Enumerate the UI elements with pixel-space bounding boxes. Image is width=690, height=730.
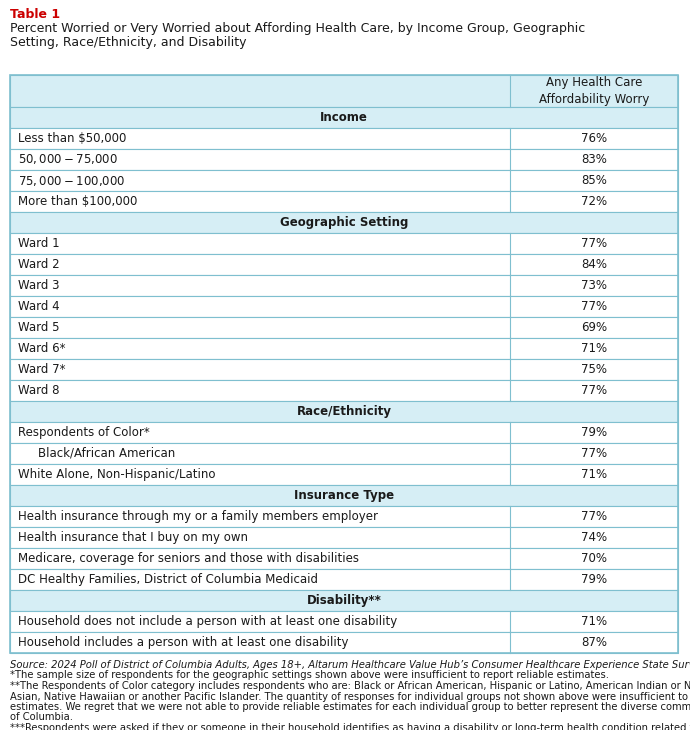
Text: 74%: 74%: [581, 531, 607, 544]
Bar: [10, 107, 678, 128]
Text: 71%: 71%: [581, 342, 607, 355]
Text: Ward 1: Ward 1: [18, 237, 59, 250]
Text: Health insurance that I buy on my own: Health insurance that I buy on my own: [18, 531, 248, 544]
Bar: [10, 632, 678, 653]
Text: Income: Income: [320, 111, 368, 124]
Bar: [10, 422, 678, 443]
Text: Black/African American: Black/African American: [38, 447, 175, 460]
Bar: [10, 75, 678, 653]
Text: 77%: 77%: [581, 300, 607, 313]
Bar: [10, 212, 678, 233]
Text: 79%: 79%: [581, 573, 607, 586]
Text: 70%: 70%: [581, 552, 607, 565]
Text: 76%: 76%: [581, 132, 607, 145]
Bar: [10, 191, 678, 212]
Bar: [10, 317, 678, 338]
Text: 84%: 84%: [581, 258, 607, 271]
Text: 71%: 71%: [581, 468, 607, 481]
Bar: [10, 548, 678, 569]
Bar: [10, 170, 678, 191]
Text: Respondents of Color*: Respondents of Color*: [18, 426, 150, 439]
Text: **The Respondents of Color category includes respondents who are: Black or Afric: **The Respondents of Color category incl…: [10, 681, 690, 691]
Text: 79%: 79%: [581, 426, 607, 439]
Bar: [10, 401, 678, 422]
Text: Less than $50,000: Less than $50,000: [18, 132, 126, 145]
Text: More than $100,000: More than $100,000: [18, 195, 137, 208]
Text: Ward 8: Ward 8: [18, 384, 59, 397]
Text: Setting, Race/Ethnicity, and Disability: Setting, Race/Ethnicity, and Disability: [10, 36, 246, 49]
Bar: [10, 611, 678, 632]
Bar: [10, 443, 678, 464]
Text: $50,000 - $75,000: $50,000 - $75,000: [18, 153, 118, 166]
Text: Ward 7*: Ward 7*: [18, 363, 66, 376]
Text: 77%: 77%: [581, 510, 607, 523]
Text: Household does not include a person with at least one disability: Household does not include a person with…: [18, 615, 397, 628]
Text: Health insurance through my or a family members employer: Health insurance through my or a family …: [18, 510, 378, 523]
Text: Household includes a person with at least one disability: Household includes a person with at leas…: [18, 636, 348, 649]
Text: Insurance Type: Insurance Type: [294, 489, 394, 502]
Bar: [10, 254, 678, 275]
Text: Geographic Setting: Geographic Setting: [280, 216, 408, 229]
Bar: [10, 296, 678, 317]
Text: of Columbia.: of Columbia.: [10, 712, 73, 723]
Text: ***Respondents were asked if they or someone in their household identifies as ha: ***Respondents were asked if they or som…: [10, 723, 690, 730]
Text: 87%: 87%: [581, 636, 607, 649]
Text: $75,000 - $100,000: $75,000 - $100,000: [18, 174, 126, 188]
Bar: [10, 485, 678, 506]
Text: 85%: 85%: [581, 174, 607, 187]
Bar: [10, 233, 678, 254]
Bar: [10, 380, 678, 401]
Text: Ward 6*: Ward 6*: [18, 342, 66, 355]
Text: 75%: 75%: [581, 363, 607, 376]
Bar: [10, 506, 678, 527]
Bar: [10, 275, 678, 296]
Text: estimates. We regret that we were not able to provide reliable estimates for eac: estimates. We regret that we were not ab…: [10, 702, 690, 712]
Text: Disability**: Disability**: [306, 594, 382, 607]
Text: 72%: 72%: [581, 195, 607, 208]
Text: Ward 2: Ward 2: [18, 258, 59, 271]
Bar: [10, 590, 678, 611]
Text: Asian, Native Hawaiian or another Pacific Islander. The quantity of responses fo: Asian, Native Hawaiian or another Pacifi…: [10, 691, 690, 702]
Text: White Alone, Non-Hispanic/Latino: White Alone, Non-Hispanic/Latino: [18, 468, 215, 481]
Text: Medicare, coverage for seniors and those with disabilities: Medicare, coverage for seniors and those…: [18, 552, 359, 565]
Bar: [10, 464, 678, 485]
Bar: [10, 359, 678, 380]
Text: Race/Ethnicity: Race/Ethnicity: [297, 405, 391, 418]
Text: 77%: 77%: [581, 237, 607, 250]
Bar: [10, 149, 678, 170]
Text: 77%: 77%: [581, 447, 607, 460]
Text: Ward 3: Ward 3: [18, 279, 59, 292]
Text: 77%: 77%: [581, 384, 607, 397]
Text: Ward 5: Ward 5: [18, 321, 59, 334]
Text: Source: 2024 Poll of District of Columbia Adults, Ages 18+, Altarum Healthcare V: Source: 2024 Poll of District of Columbi…: [10, 660, 690, 670]
Text: Any Health Care
Affordability Worry: Any Health Care Affordability Worry: [539, 76, 649, 106]
Text: Percent Worried or Very Worried about Affording Health Care, by Income Group, Ge: Percent Worried or Very Worried about Af…: [10, 22, 585, 35]
Text: *The sample size of respondents for the geographic settings shown above were ins: *The sample size of respondents for the …: [10, 670, 609, 680]
Text: 83%: 83%: [581, 153, 607, 166]
Bar: [10, 338, 678, 359]
Text: 69%: 69%: [581, 321, 607, 334]
Text: DC Healthy Families, District of Columbia Medicaid: DC Healthy Families, District of Columbi…: [18, 573, 318, 586]
Bar: [10, 75, 678, 107]
Text: Ward 4: Ward 4: [18, 300, 59, 313]
Bar: [10, 527, 678, 548]
Text: 71%: 71%: [581, 615, 607, 628]
Bar: [10, 128, 678, 149]
Text: Table 1: Table 1: [10, 8, 60, 21]
Text: 73%: 73%: [581, 279, 607, 292]
Bar: [10, 569, 678, 590]
